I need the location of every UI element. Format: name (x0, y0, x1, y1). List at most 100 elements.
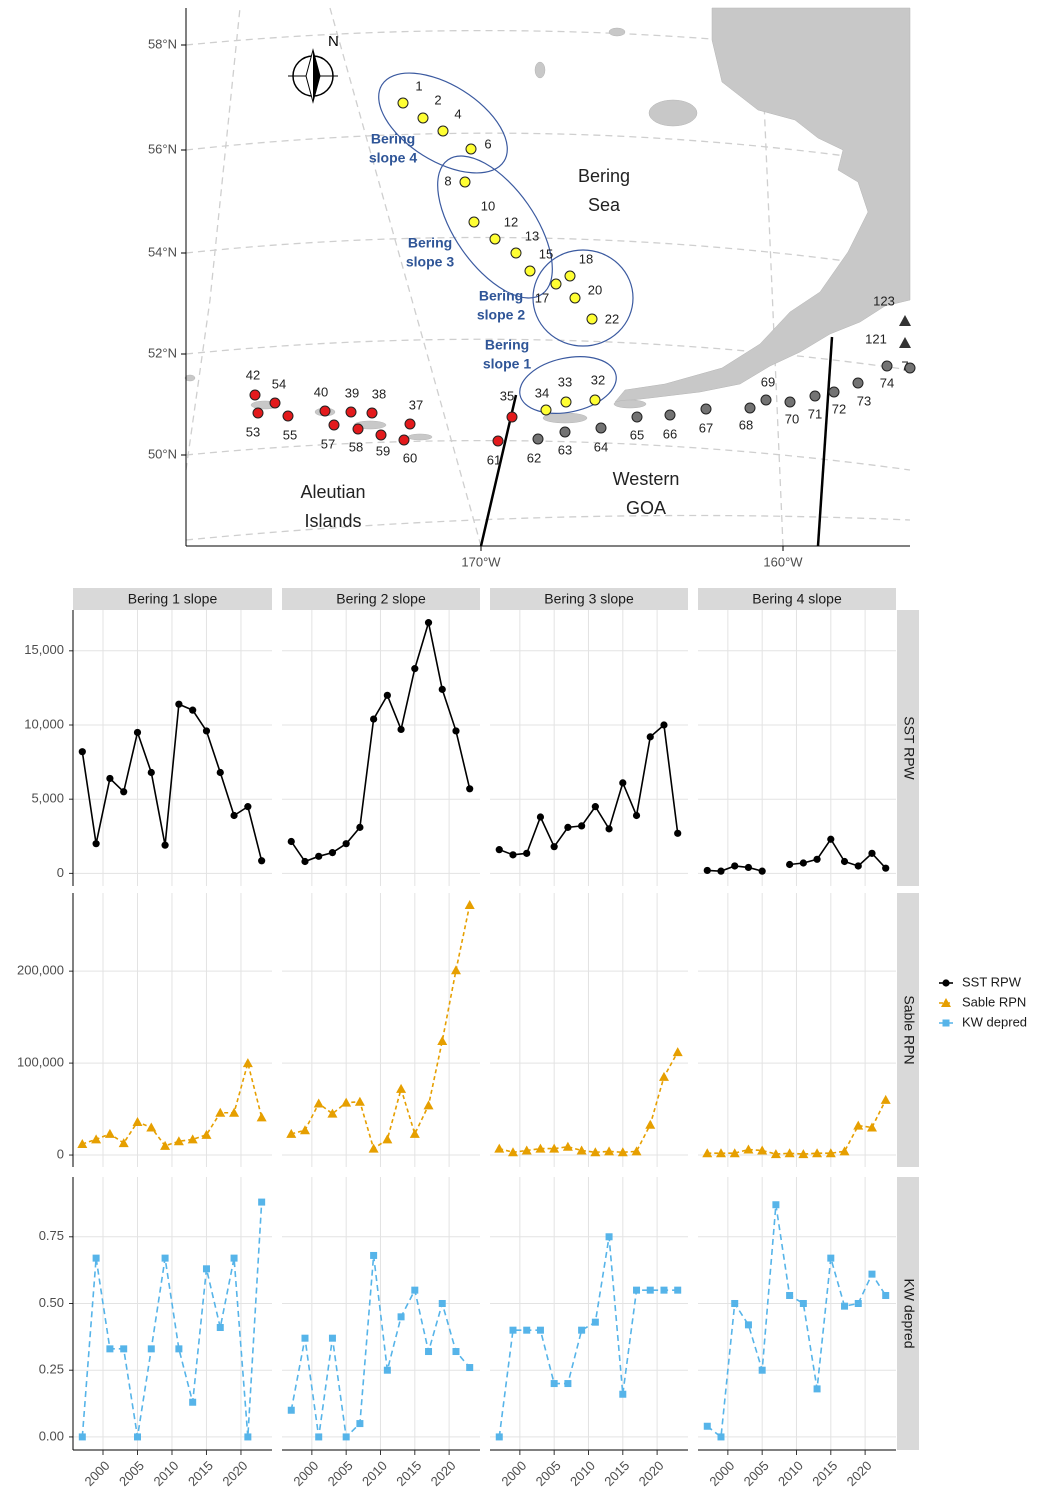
lat-label: 56°N (148, 141, 177, 156)
marker (812, 1148, 823, 1158)
station (595, 422, 607, 434)
marker (299, 1125, 310, 1135)
marker (672, 1047, 683, 1057)
marker (370, 1251, 378, 1259)
y-tick-label: 0.25 (39, 1362, 64, 1377)
marker (161, 1254, 169, 1262)
station-label: 63 (558, 442, 572, 457)
marker (466, 1364, 474, 1372)
marker (550, 843, 558, 851)
station (828, 386, 840, 398)
station-label: 22 (605, 311, 619, 326)
marker (438, 685, 446, 693)
station (375, 429, 387, 441)
marker (175, 700, 183, 708)
station-label: 74 (880, 375, 894, 390)
marker (187, 1134, 198, 1144)
station (589, 394, 601, 406)
marker (287, 837, 295, 846)
marker (78, 1433, 86, 1441)
marker (201, 1129, 212, 1139)
marker (464, 899, 475, 909)
marker (786, 860, 794, 869)
x-tick-label: 2015 (185, 1458, 216, 1489)
marker (702, 1148, 713, 1158)
y-tick-label: 200,000 (17, 963, 64, 978)
marker (242, 1058, 253, 1068)
facet-label: Bering 4 slope (752, 591, 842, 607)
marker (854, 862, 862, 870)
station-label: 73 (857, 393, 871, 408)
marker (590, 1147, 601, 1157)
marker (660, 721, 668, 729)
map: N (184, 7, 911, 547)
marker (494, 1143, 505, 1153)
marker (744, 1321, 752, 1329)
station-label: 18 (579, 251, 593, 266)
marker (840, 857, 849, 866)
marker (327, 1108, 338, 1118)
station-label: 70 (785, 411, 799, 426)
marker (409, 1128, 420, 1138)
station-label: 72 (832, 401, 846, 416)
marker (521, 1145, 532, 1155)
station-label: 40 (314, 384, 328, 399)
marker (146, 1122, 157, 1132)
station (510, 247, 522, 259)
marker (564, 1380, 572, 1388)
station (569, 292, 581, 304)
station-label: 65 (630, 427, 644, 442)
station (532, 433, 544, 445)
station-label: 39 (345, 385, 359, 400)
marker (605, 825, 613, 833)
marker (646, 733, 654, 741)
marker (215, 1107, 226, 1117)
marker (868, 849, 876, 857)
facet-label: Bering 1 slope (128, 591, 218, 607)
lat-label: 54°N (148, 244, 177, 259)
station (852, 377, 864, 389)
marker (356, 823, 364, 831)
station (904, 362, 916, 374)
marker (770, 1149, 781, 1159)
marker (258, 1198, 266, 1206)
facet-label: Bering 3 slope (544, 591, 634, 607)
station-label: 66 (663, 426, 677, 441)
marker (536, 813, 545, 821)
station (560, 396, 572, 408)
station (631, 411, 643, 423)
station (404, 418, 416, 430)
station (398, 434, 410, 446)
marker (562, 1141, 573, 1151)
region-label: Bering (408, 235, 452, 251)
station-label: 71 (808, 406, 822, 421)
series-line (706, 1204, 887, 1439)
place-label: GOA (626, 498, 666, 518)
y-tick-label: 0.50 (39, 1295, 64, 1310)
marker (674, 829, 682, 837)
marker (605, 1233, 613, 1241)
marker (423, 1100, 434, 1110)
marker (880, 1094, 891, 1104)
marker (632, 811, 641, 820)
marker (576, 1145, 587, 1155)
marker (703, 866, 711, 875)
marker (229, 1107, 240, 1117)
lat-label: 50°N (148, 446, 177, 461)
station-label: 67 (699, 420, 713, 435)
legend-label: SST RPW (962, 974, 1022, 989)
station-label: 62 (527, 450, 541, 465)
marker (536, 1326, 544, 1334)
station (564, 270, 576, 282)
marker (328, 1334, 336, 1342)
marker (368, 1143, 379, 1153)
marker (397, 725, 405, 734)
marker (147, 768, 155, 777)
marker (731, 1299, 739, 1307)
region-label: slope 1 (483, 356, 531, 372)
x-tick-label: 2015 (809, 1458, 840, 1489)
x-tick-label: 2005 (116, 1458, 147, 1489)
station-label: 55 (283, 427, 297, 442)
marker (132, 1116, 143, 1126)
station-label: 68 (739, 417, 753, 432)
